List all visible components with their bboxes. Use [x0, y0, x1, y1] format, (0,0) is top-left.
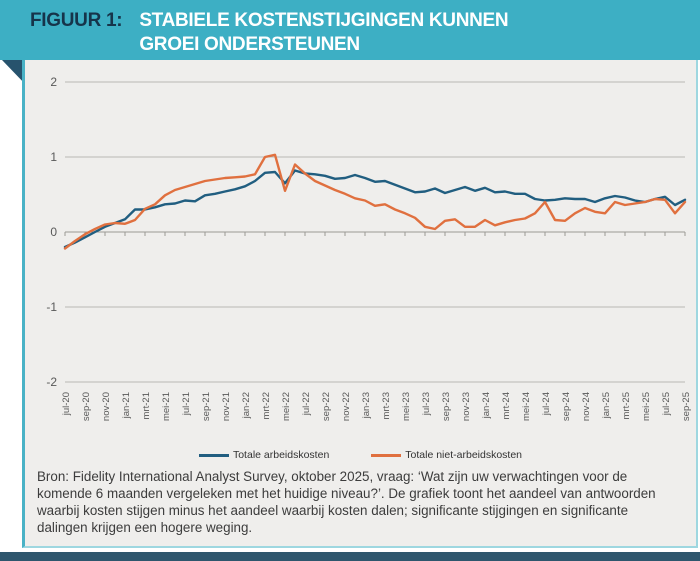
x-axis-tick-label: jan-23	[361, 392, 372, 419]
figure-header: FIGUUR 1: STABIELE KOSTENSTIJGINGEN KUNN…	[0, 0, 700, 60]
x-axis-tick-label: sep-25	[681, 392, 692, 421]
x-axis-tick-label: nov-21	[221, 392, 232, 421]
x-axis-tick-label: mei-24	[521, 392, 532, 421]
source-note: Bron: Fidelity International Analyst Sur…	[37, 469, 656, 536]
legend-label-nonlabor: Totale niet-arbeidskosten	[405, 449, 523, 461]
x-axis-tick-label: jan-22	[241, 392, 252, 419]
labor-line-swatch	[198, 453, 229, 457]
nonlabor-line-swatch	[371, 453, 402, 457]
x-axis-tick-label: jul-22	[301, 392, 312, 416]
x-axis-tick-label: nov-20	[101, 392, 112, 421]
x-axis-tick-label: jul-25	[661, 392, 672, 416]
chart-legend: Totale arbeidskosten Totale niet-arbeids…	[25, 449, 696, 461]
x-axis-tick-label: nov-24	[581, 392, 592, 421]
figure-title-line-1: STABIELE KOSTENSTIJGINGEN KUNNEN	[139, 10, 509, 31]
x-axis-tick-label: jul-24	[541, 392, 552, 416]
x-axis-tick-label: mrt-24	[501, 392, 512, 419]
x-axis-tick-label: jul-23	[421, 392, 432, 416]
series-line-1	[63, 153, 687, 250]
x-axis-tick-label: jan-21	[121, 392, 132, 419]
x-axis-tick-label: mei-22	[281, 392, 292, 421]
x-axis-tick-label: mei-25	[641, 392, 652, 421]
figure-number-label: FIGUUR 1:	[30, 10, 123, 31]
y-axis-tick-label: 0	[50, 225, 57, 239]
x-axis-tick-label: sep-21	[201, 392, 212, 421]
cost-expectations-chart-svg: 2 1 0 -1 -2 jul-20 sep-20 nov-20 jan-21 mrt-21 mei…	[46, 75, 692, 421]
y-axis-tick-label: -1	[46, 300, 57, 314]
x-axis-tick-label: mrt-25	[621, 392, 632, 419]
x-axis-tick-label: jan-25	[601, 392, 612, 419]
x-axis-tick-label: sep-23	[441, 392, 452, 421]
legend-item-labor: Totale arbeidskosten	[198, 449, 330, 461]
x-axis-tick-label: mei-23	[401, 392, 412, 421]
legend-label-labor: Totale arbeidskosten	[232, 449, 330, 461]
x-axis-tick-label: sep-24	[561, 392, 572, 421]
figure-panel: 2 1 0 -1 -2 jul-20 sep-20 nov-20 jan-21 mrt-21 mei…	[22, 60, 698, 548]
y-axis-tick-label: 2	[50, 75, 57, 89]
cost-expectations-chart: 2 1 0 -1 -2 jul-20 sep-20 nov-20 jan-21 mrt-21 mei…	[31, 70, 696, 447]
x-axis-tick-label: sep-22	[321, 392, 332, 421]
x-axis-tick-label: nov-22	[341, 392, 352, 421]
x-axis-tick-label: sep-20	[81, 392, 92, 421]
legend-item-nonlabor: Totale niet-arbeidskosten	[371, 449, 522, 461]
x-axis-tick-label: jan-24	[481, 392, 492, 419]
x-axis-tick-label: mei-21	[161, 392, 172, 421]
x-axis-tick-label: jul-20	[61, 392, 72, 416]
x-axis-tick-label: nov-23	[461, 392, 472, 421]
x-axis-tick-label: mrt-23	[381, 392, 392, 419]
bottom-accent-bar	[0, 552, 700, 561]
x-axis-tick-label: mrt-21	[141, 392, 152, 419]
series-line-0	[63, 169, 687, 249]
figure-title: STABIELE KOSTENSTIJGINGEN KUNNEN GROEI O…	[139, 9, 508, 57]
figure-title-line-2: GROEI ONDERSTEUNEN	[139, 33, 360, 55]
x-axis-tick-label: jul-21	[181, 392, 192, 416]
x-axis-tick-label: mrt-22	[261, 392, 272, 419]
y-axis-tick-label: 1	[50, 150, 57, 164]
y-axis-tick-label: -2	[46, 375, 57, 389]
